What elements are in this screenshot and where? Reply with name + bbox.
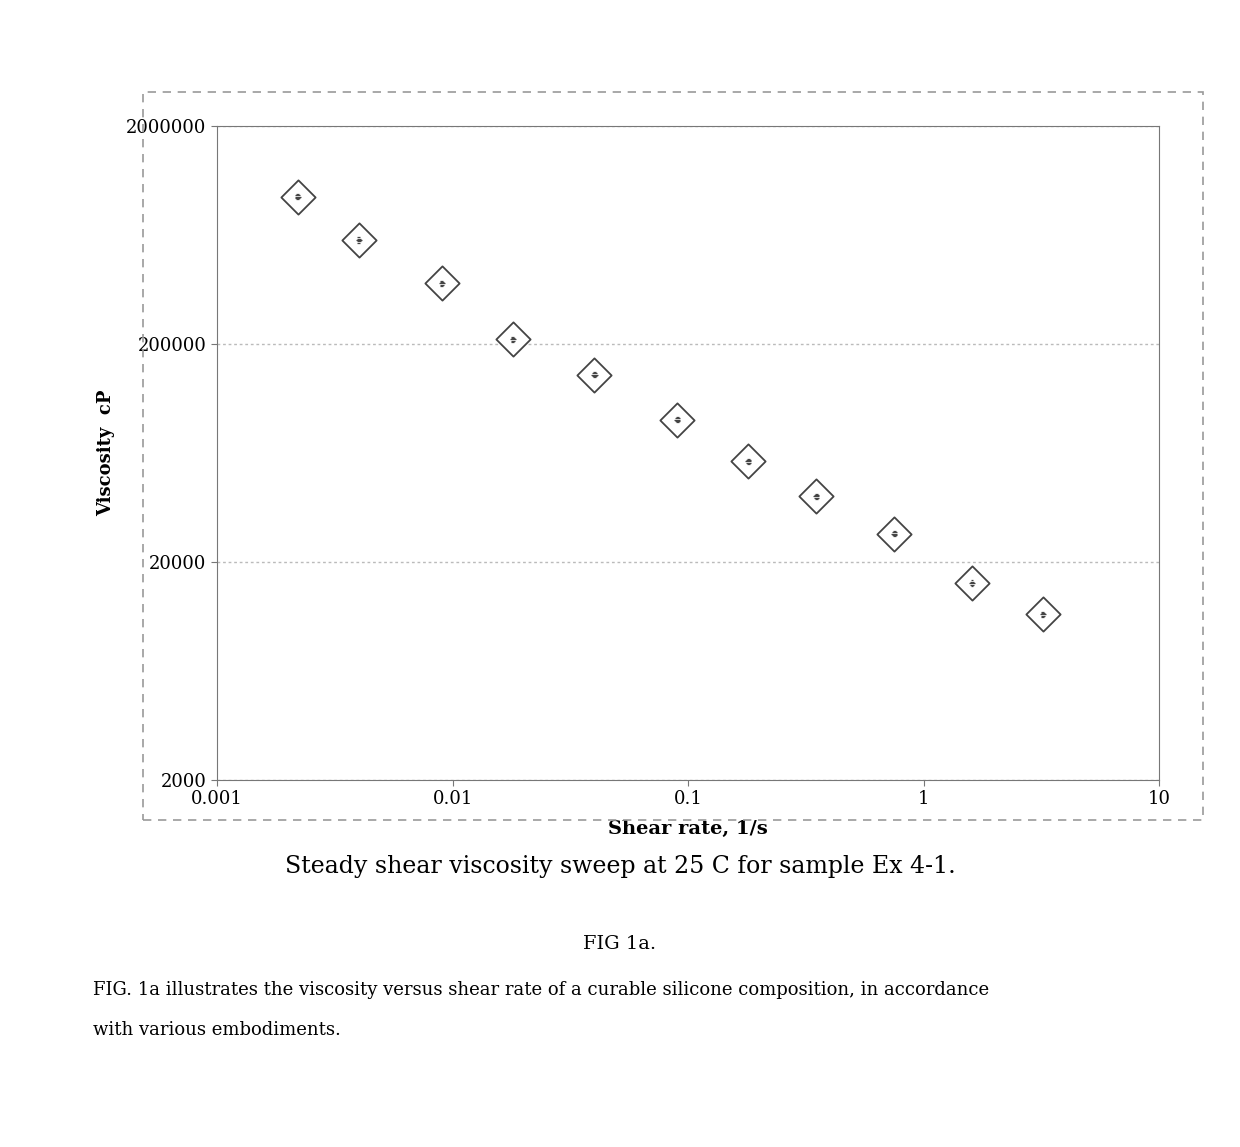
Point [348, 231, 368, 249]
Point [962, 574, 982, 592]
Text: FIG. 1a illustrates the viscosity versus shear rate of a curable silicone compos: FIG. 1a illustrates the viscosity versus… [93, 981, 990, 999]
Text: with various embodiments.: with various embodiments. [93, 1021, 341, 1039]
Point [884, 524, 904, 543]
Point [503, 330, 523, 349]
Point [288, 187, 308, 205]
Y-axis label: Viscosity  cP: Viscosity cP [97, 390, 115, 516]
Point [667, 411, 687, 429]
Point [739, 452, 759, 470]
Point [584, 366, 604, 384]
Point [806, 487, 826, 506]
Point [1033, 606, 1053, 624]
Point [432, 274, 451, 292]
X-axis label: Shear rate, 1/s: Shear rate, 1/s [609, 819, 768, 837]
Text: Steady shear viscosity sweep at 25 C for sample Ex 4-1.: Steady shear viscosity sweep at 25 C for… [285, 855, 955, 877]
Text: FIG 1a.: FIG 1a. [584, 935, 656, 953]
